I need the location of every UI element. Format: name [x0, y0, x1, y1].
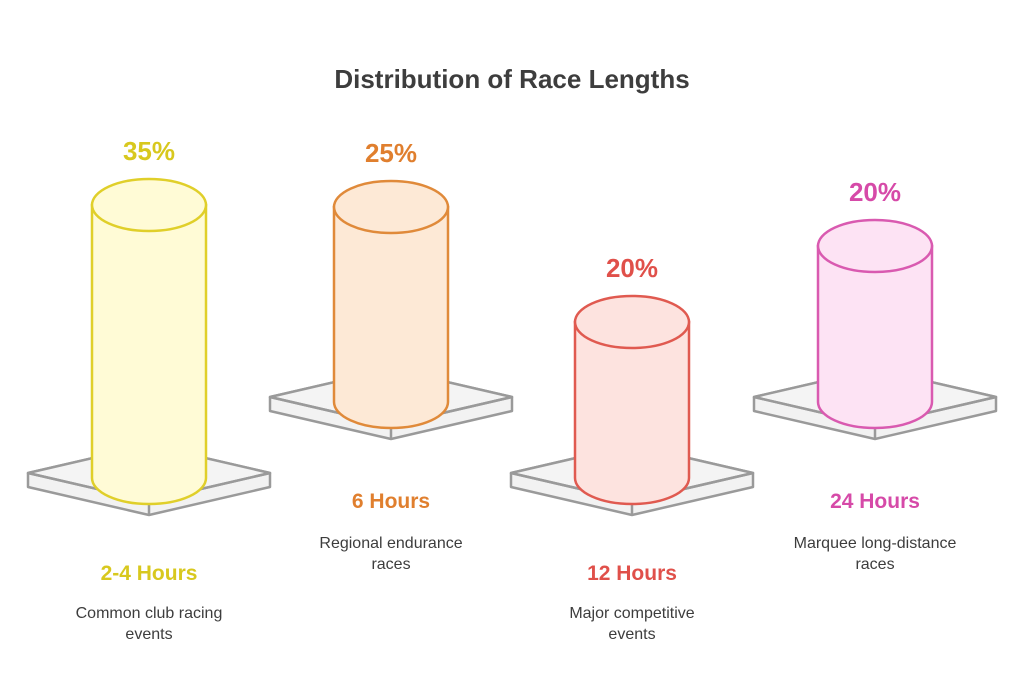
category-label-3: 12 Hours — [587, 562, 677, 585]
bar-group-2: 25% 6 Hours Regional endurance races — [268, 138, 514, 573]
bar-1 — [90, 203, 208, 506]
bar-4 — [816, 244, 934, 430]
description-line-2-1: Regional endurance — [319, 535, 462, 552]
description-line-3-1: Major competitive — [569, 605, 694, 622]
value-label-1: 35% — [123, 136, 175, 166]
description-line-3-2: events — [608, 626, 655, 643]
value-label-3: 20% — [606, 253, 658, 283]
chart-title: Distribution of Race Lengths — [334, 64, 689, 94]
bar-group-1: 35% 2-4 Hours Common club racing events — [26, 136, 272, 643]
bar-top-4 — [816, 218, 934, 274]
description-line-4-2: races — [855, 556, 894, 573]
bar-2 — [332, 205, 450, 430]
bar-top-3 — [573, 294, 691, 350]
description-line-1-2: events — [125, 626, 172, 643]
category-label-2: 6 Hours — [352, 490, 430, 513]
description-line-1-1: Common club racing — [76, 605, 223, 622]
bar-top-1 — [90, 177, 208, 233]
value-label-4: 20% — [849, 177, 901, 207]
bar-group-4: 20% 24 Hours Marquee long-distance races — [752, 177, 998, 573]
category-label-4: 24 Hours — [830, 490, 920, 513]
bar-group-3: 20% 12 Hours Major competitive events — [509, 253, 755, 643]
bar-3 — [573, 320, 691, 506]
value-label-2: 25% — [365, 138, 417, 168]
description-line-2-2: races — [371, 556, 410, 573]
bar-top-2 — [332, 179, 450, 235]
category-label-1: 2-4 Hours — [101, 562, 198, 585]
bars-layer: 35% 2-4 Hours Common club racing events 25% 6… — [26, 136, 998, 643]
description-line-4-1: Marquee long-distance — [794, 535, 957, 552]
